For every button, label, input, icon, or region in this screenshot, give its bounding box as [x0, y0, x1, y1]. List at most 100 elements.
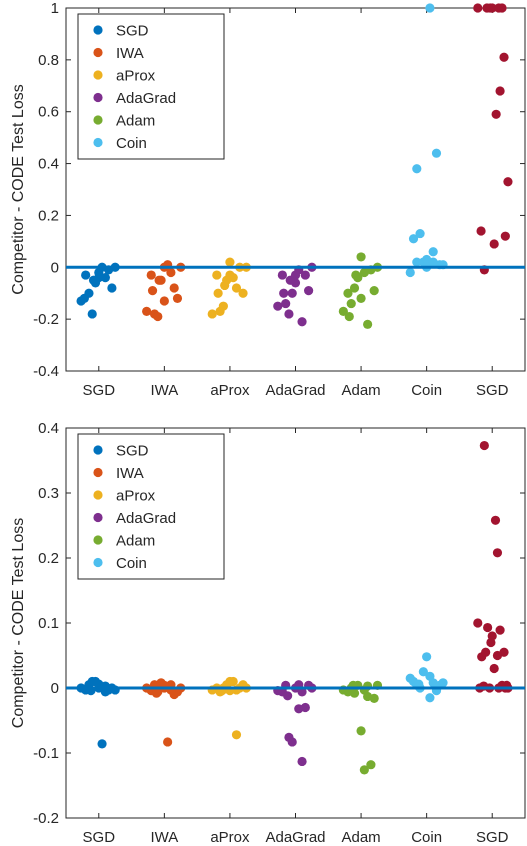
data-point: [107, 283, 117, 293]
data-point: [369, 286, 379, 296]
legend-box: [77, 13, 225, 160]
data-point: [231, 283, 242, 293]
x-tick-label: SGD: [476, 829, 509, 846]
data-point: [481, 647, 491, 657]
legend-label: Coin: [116, 555, 147, 572]
data-point: [238, 288, 248, 298]
data-point: [346, 298, 356, 309]
legend-marker: [93, 115, 103, 125]
data-point: [273, 301, 283, 311]
data-point: [220, 280, 230, 291]
data-point: [163, 737, 173, 747]
legend-marker: [93, 535, 103, 545]
data-point: [497, 3, 507, 13]
data-point: [363, 691, 373, 702]
data-point: [349, 283, 360, 293]
data-point: [473, 3, 483, 13]
x-tick-label: Adam: [341, 382, 380, 399]
x-tick-label: SGD: [83, 829, 116, 846]
data-point: [491, 109, 501, 119]
data-point: [212, 270, 222, 280]
y-tick-label: 1: [51, 0, 59, 17]
data-point: [231, 730, 242, 740]
data-point: [146, 270, 156, 280]
data-point: [490, 515, 501, 525]
legend-marker: [93, 467, 103, 478]
data-point: [300, 270, 310, 280]
data-point: [297, 687, 307, 697]
data-point: [79, 293, 89, 303]
data-point: [500, 231, 510, 241]
data-point: [304, 286, 314, 296]
data-point: [87, 309, 97, 319]
legend-label: aProx: [116, 488, 156, 505]
legend-label: IWA: [116, 465, 144, 482]
y-tick-label: 0.6: [38, 104, 59, 121]
data-point: [503, 177, 513, 187]
legend-marker: [93, 445, 103, 455]
data-point: [297, 317, 307, 327]
x-tick-label: Coin: [411, 829, 442, 846]
legend-label: aProx: [116, 68, 156, 85]
data-point: [492, 650, 503, 661]
legend-marker: [93, 557, 103, 568]
data-point: [495, 625, 505, 635]
data-point: [366, 760, 376, 770]
data-point: [285, 275, 295, 285]
legend-label: AdaGrad: [116, 90, 176, 107]
y-tick-label: 0.1: [38, 615, 59, 632]
data-point: [94, 679, 104, 689]
legend-label: Adam: [116, 533, 155, 550]
y-tick-label: 0: [51, 680, 59, 697]
data-point: [88, 275, 99, 285]
y-tick-label: -0.4: [33, 363, 59, 380]
y-tick-label: 0.8: [38, 52, 59, 69]
x-tick-label: aProx: [210, 829, 250, 846]
data-point: [225, 270, 235, 280]
data-point: [356, 293, 366, 303]
x-tick-label: SGD: [83, 382, 116, 399]
data-point: [213, 288, 223, 298]
data-point: [422, 652, 432, 662]
data-point: [476, 226, 486, 236]
data-point: [277, 270, 287, 280]
legend-label: AdaGrad: [116, 510, 176, 527]
x-tick-label: aProx: [210, 382, 250, 399]
data-point: [344, 311, 354, 322]
data-point: [97, 739, 107, 749]
legend-box: [77, 433, 225, 580]
data-point: [487, 631, 497, 641]
legend-marker: [93, 490, 103, 500]
data-point: [147, 286, 158, 296]
data-point: [284, 309, 294, 319]
y-tick-label: -0.2: [33, 311, 59, 328]
data-point: [300, 702, 310, 713]
x-tick-label: Coin: [411, 382, 442, 399]
data-point: [356, 252, 366, 262]
data-point: [142, 306, 152, 316]
data-point: [473, 618, 483, 628]
data-point: [495, 86, 505, 96]
data-point: [414, 679, 424, 689]
data-point: [492, 548, 503, 558]
y-tick-label: 0.4: [38, 420, 59, 437]
data-point: [359, 765, 369, 775]
x-tick-label: Adam: [341, 829, 380, 846]
y-axis-label: Competitor - CODE Test Loss: [10, 518, 27, 728]
data-point: [166, 267, 176, 278]
data-point: [349, 688, 360, 698]
y-axis-label: Competitor - CODE Test Loss: [10, 84, 27, 294]
legend-marker: [93, 25, 103, 35]
legend-marker: [93, 70, 103, 80]
data-point: [405, 267, 415, 278]
data-point: [425, 693, 435, 703]
y-tick-label: -0.1: [33, 745, 59, 762]
data-point: [418, 667, 428, 677]
x-tick-label: SGD: [476, 382, 509, 399]
y-tick-label: 0.2: [38, 550, 59, 567]
data-point: [428, 247, 438, 257]
data-point: [489, 239, 499, 249]
legend-marker: [93, 47, 103, 58]
data-point: [338, 306, 348, 316]
data-point: [425, 3, 435, 13]
